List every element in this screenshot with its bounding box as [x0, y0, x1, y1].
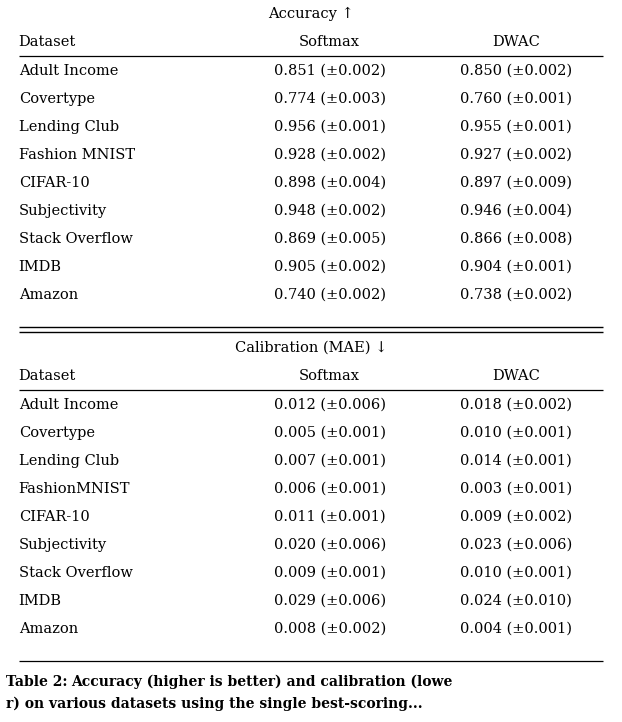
Text: 0.946 (±0.004): 0.946 (±0.004) [460, 204, 572, 218]
Text: 0.024 (±0.010): 0.024 (±0.010) [460, 594, 572, 608]
Text: 0.760 (±0.001): 0.760 (±0.001) [460, 92, 572, 106]
Text: Adult Income: Adult Income [19, 398, 118, 412]
Text: CIFAR-10: CIFAR-10 [19, 176, 90, 190]
Text: 0.014 (±0.001): 0.014 (±0.001) [460, 454, 572, 468]
Text: Dataset: Dataset [19, 35, 76, 49]
Text: Stack Overflow: Stack Overflow [19, 566, 132, 580]
Text: 0.905 (±0.002): 0.905 (±0.002) [274, 260, 386, 274]
Text: 0.008 (±0.002): 0.008 (±0.002) [274, 622, 386, 636]
Text: Amazon: Amazon [19, 288, 78, 302]
Text: Dataset: Dataset [19, 369, 76, 383]
Text: Adult Income: Adult Income [19, 64, 118, 78]
Text: 0.955 (±0.001): 0.955 (±0.001) [460, 120, 572, 134]
Text: Calibration (MAE) ↓: Calibration (MAE) ↓ [235, 341, 387, 355]
Text: 0.738 (±0.002): 0.738 (±0.002) [460, 288, 572, 302]
Text: 0.740 (±0.002): 0.740 (±0.002) [274, 288, 386, 302]
Text: 0.018 (±0.002): 0.018 (±0.002) [460, 398, 572, 412]
Text: 0.003 (±0.001): 0.003 (±0.001) [460, 482, 572, 496]
Text: 0.869 (±0.005): 0.869 (±0.005) [274, 232, 386, 246]
Text: Table 2:: Table 2: [6, 675, 68, 689]
Text: DWAC: DWAC [493, 35, 540, 49]
Text: 0.009 (±0.001): 0.009 (±0.001) [274, 566, 386, 580]
Text: r) on various datasets using the single best-scoring...: r) on various datasets using the single … [6, 697, 423, 711]
Text: 0.029 (±0.006): 0.029 (±0.006) [274, 594, 386, 608]
Text: 0.007 (±0.001): 0.007 (±0.001) [274, 454, 386, 468]
Text: 0.897 (±0.009): 0.897 (±0.009) [460, 176, 572, 190]
Text: 0.006 (±0.001): 0.006 (±0.001) [274, 482, 386, 496]
Text: 0.851 (±0.002): 0.851 (±0.002) [274, 64, 386, 78]
Text: 0.005 (±0.001): 0.005 (±0.001) [274, 426, 386, 440]
Text: Lending Club: Lending Club [19, 454, 119, 468]
Text: 0.866 (±0.008): 0.866 (±0.008) [460, 232, 572, 246]
Text: 0.948 (±0.002): 0.948 (±0.002) [274, 204, 386, 218]
Text: Fashion MNIST: Fashion MNIST [19, 148, 135, 162]
Text: Accuracy ↑: Accuracy ↑ [268, 7, 354, 21]
Text: IMDB: IMDB [19, 260, 62, 274]
Text: Softmax: Softmax [299, 35, 360, 49]
Text: 0.928 (±0.002): 0.928 (±0.002) [274, 148, 386, 162]
Text: 0.010 (±0.001): 0.010 (±0.001) [460, 566, 572, 580]
Text: Lending Club: Lending Club [19, 120, 119, 134]
Text: 0.010 (±0.001): 0.010 (±0.001) [460, 426, 572, 440]
Text: 0.009 (±0.002): 0.009 (±0.002) [460, 510, 572, 524]
Text: 0.012 (±0.006): 0.012 (±0.006) [274, 398, 386, 412]
Text: 0.927 (±0.002): 0.927 (±0.002) [460, 148, 572, 162]
Text: Stack Overflow: Stack Overflow [19, 232, 132, 246]
Text: 0.774 (±0.003): 0.774 (±0.003) [274, 92, 386, 106]
Text: 0.004 (±0.001): 0.004 (±0.001) [460, 622, 572, 636]
Text: Covertype: Covertype [19, 92, 95, 106]
Text: Covertype: Covertype [19, 426, 95, 440]
Text: Amazon: Amazon [19, 622, 78, 636]
Text: 0.011 (±0.001): 0.011 (±0.001) [274, 510, 386, 524]
Text: Softmax: Softmax [299, 369, 360, 383]
Text: IMDB: IMDB [19, 594, 62, 608]
Text: Accuracy (higher is better) and calibration (lowe: Accuracy (higher is better) and calibrat… [72, 675, 453, 690]
Text: 0.020 (±0.006): 0.020 (±0.006) [274, 538, 386, 552]
Text: 0.904 (±0.001): 0.904 (±0.001) [460, 260, 572, 274]
Text: Subjectivity: Subjectivity [19, 204, 107, 218]
Text: 0.956 (±0.001): 0.956 (±0.001) [274, 120, 386, 134]
Text: FashionMNIST: FashionMNIST [19, 482, 130, 496]
Text: 0.898 (±0.004): 0.898 (±0.004) [274, 176, 386, 190]
Text: DWAC: DWAC [493, 369, 540, 383]
Text: Subjectivity: Subjectivity [19, 538, 107, 552]
Text: CIFAR-10: CIFAR-10 [19, 510, 90, 524]
Text: 0.023 (±0.006): 0.023 (±0.006) [460, 538, 572, 552]
Text: 0.850 (±0.002): 0.850 (±0.002) [460, 64, 572, 78]
